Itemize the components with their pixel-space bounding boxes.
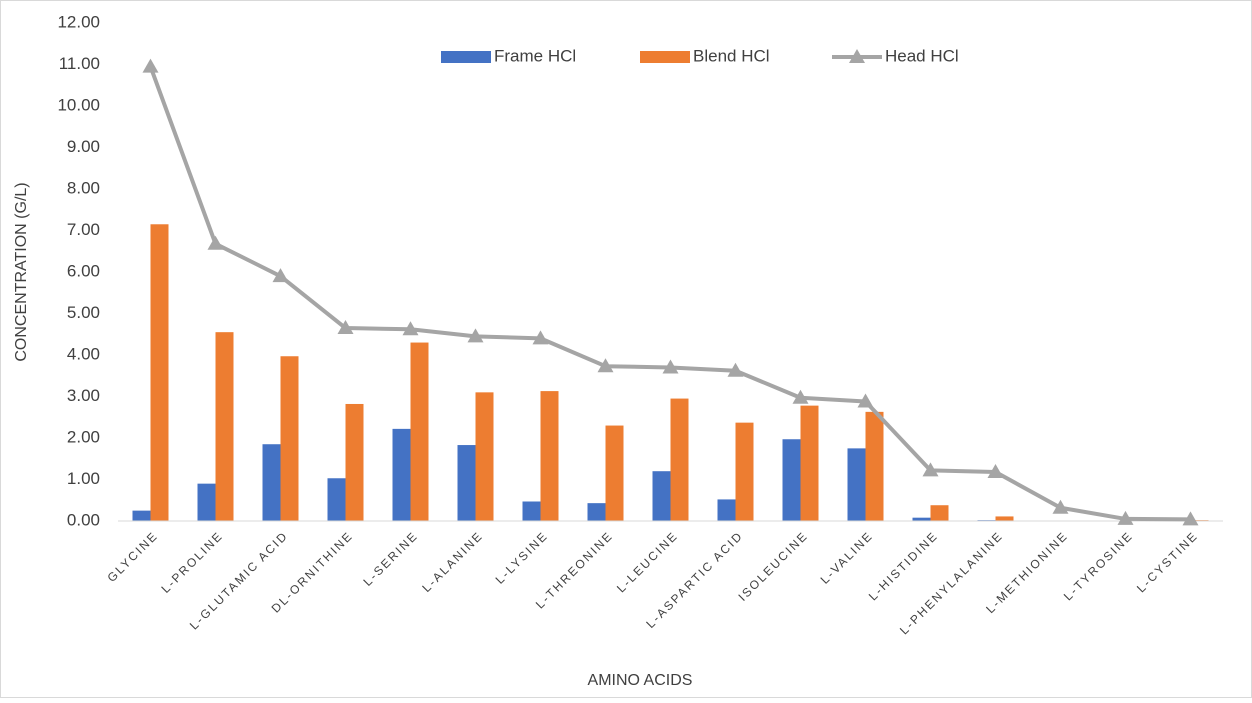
bar xyxy=(263,444,281,521)
bar xyxy=(541,391,559,521)
x-axis-title: AMINO ACIDS xyxy=(588,672,693,689)
y-tick-label: 8.00 xyxy=(67,178,100,197)
bar xyxy=(848,448,866,521)
legend-label: Head HCl xyxy=(885,46,959,65)
y-tick-label: 10.00 xyxy=(57,95,100,114)
bar xyxy=(736,423,754,521)
y-tick-label: 1.00 xyxy=(67,469,100,488)
bar xyxy=(151,224,169,521)
y-tick-label: 9.00 xyxy=(67,137,100,156)
legend-swatch xyxy=(640,51,690,63)
y-axis-title: CONCENTRATION (G/L) xyxy=(13,182,30,361)
bar xyxy=(801,406,819,521)
y-tick-label: 5.00 xyxy=(67,303,100,322)
y-tick-label: 0.00 xyxy=(67,510,100,529)
bar xyxy=(653,471,671,521)
bar xyxy=(458,445,476,521)
legend-swatch xyxy=(441,51,491,63)
bar xyxy=(476,392,494,521)
y-tick-label: 7.00 xyxy=(67,220,100,239)
y-tick-label: 6.00 xyxy=(67,261,100,280)
bar xyxy=(588,503,606,521)
bar xyxy=(411,343,429,521)
y-tick-label: 12.00 xyxy=(57,12,100,31)
bar xyxy=(866,412,884,521)
bar xyxy=(783,439,801,521)
bar xyxy=(393,429,411,521)
legend-label: Frame HCl xyxy=(494,46,576,65)
bar xyxy=(606,426,624,521)
bar xyxy=(671,399,689,521)
bar xyxy=(996,516,1014,521)
y-tick-label: 11.00 xyxy=(59,54,100,73)
legend-label: Blend HCl xyxy=(693,46,770,65)
y-tick-label: 2.00 xyxy=(67,427,100,446)
y-tick-label: 3.00 xyxy=(67,386,100,405)
bar xyxy=(281,356,299,521)
bar xyxy=(346,404,364,521)
bar xyxy=(718,499,736,521)
y-tick-label: 4.00 xyxy=(67,344,100,363)
bar xyxy=(523,501,541,521)
bar xyxy=(931,505,949,521)
bar xyxy=(216,332,234,521)
bar xyxy=(198,484,216,521)
bar xyxy=(328,478,346,521)
bar xyxy=(133,511,151,521)
